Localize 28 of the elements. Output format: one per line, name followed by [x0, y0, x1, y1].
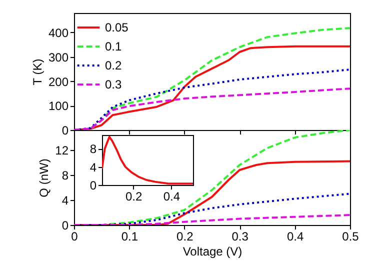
y-tick-label: 4	[90, 160, 97, 174]
y-tick-label: 100	[48, 99, 69, 114]
y-tick-label: 8	[90, 142, 97, 156]
x-tick-label: 0	[71, 230, 78, 244]
y-tick-label: 8	[62, 168, 69, 182]
y-tick-label: 0	[62, 218, 69, 232]
legend-label: 0.05	[105, 20, 129, 34]
x-axis-title: Voltage (V)	[182, 244, 242, 258]
y-axis-title: T (K)	[30, 58, 44, 86]
x-tick-label: 0.1	[121, 230, 138, 244]
line-series	[74, 88, 350, 130]
x-tick-label: 0.5	[342, 230, 360, 244]
y-tick-label: 12	[55, 144, 69, 158]
y-tick-label: 4	[62, 194, 69, 208]
y-tick-label: 300	[48, 50, 69, 64]
line-series	[74, 214, 350, 225]
x-tick-label: 0.4	[286, 230, 304, 244]
legend-label: 0.2	[105, 58, 122, 72]
y-axis-title: Q (nW)	[37, 158, 52, 198]
x-tick-label: 0.2	[176, 230, 194, 244]
legend-label: 0.3	[105, 78, 122, 92]
y-tick-label: 0	[90, 178, 97, 192]
y-tick-label: 0	[62, 124, 69, 138]
y-tick-label: 200	[48, 74, 69, 89]
legend-label: 0.1	[105, 40, 122, 54]
x-tick-label: 0.3	[232, 230, 249, 244]
x-tick-label: 0.4	[163, 190, 180, 204]
y-tick-label: 400	[48, 26, 69, 40]
